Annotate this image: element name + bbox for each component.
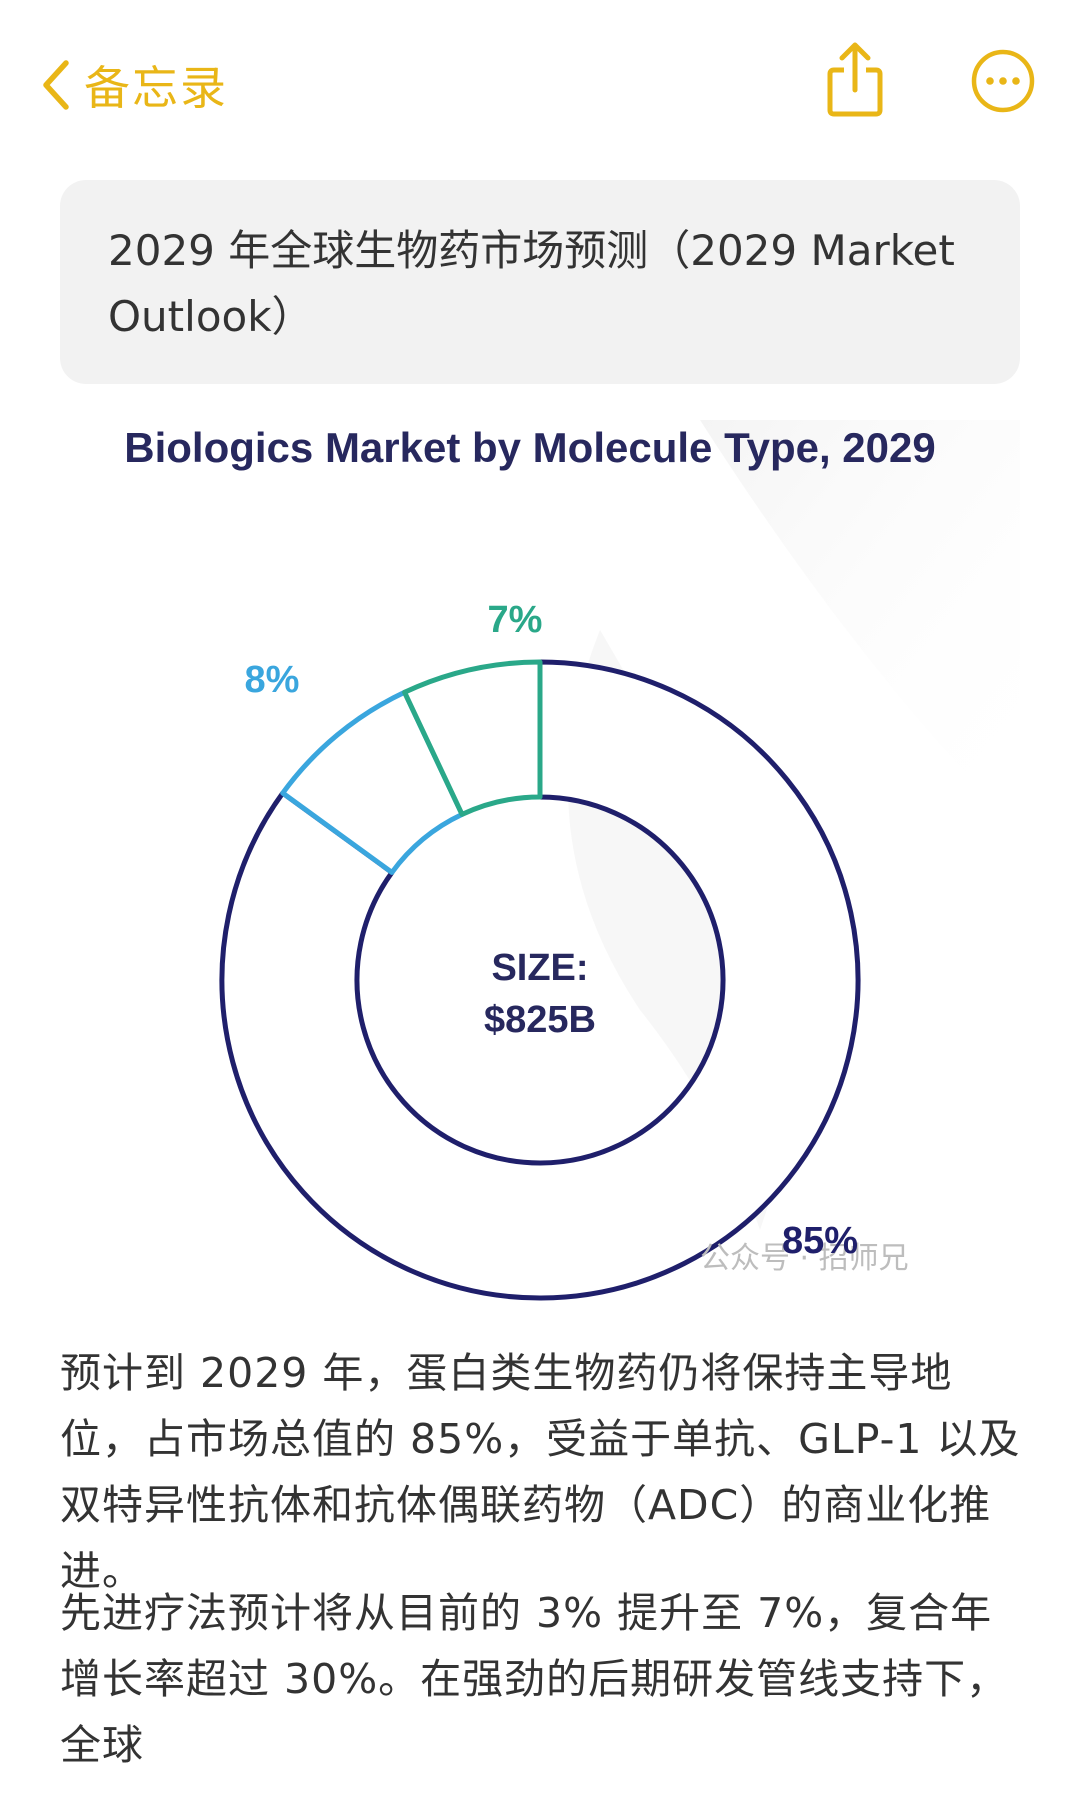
slice-label-8: 8% [245, 659, 300, 701]
chart-figure: Biologics Market by Molecule Type, 2029 … [0, 410, 1080, 1310]
paragraph-2: 先进疗法预计将从目前的 3% 提升至 7%，复合年增长率超过 30%。在强劲的后… [60, 1589, 1009, 1769]
back-button-label: 备忘录 [84, 61, 228, 115]
donut-slice-85 [219, 659, 861, 1301]
slice-label-85: 85% [782, 1220, 858, 1262]
share-icon [827, 42, 883, 117]
center-label-value: $825B [484, 999, 596, 1041]
donut-slice-7 [402, 659, 543, 817]
paragraph-1: 预计到 2029 年，蛋白类生物药仍将保持主导地位，占市场总值的 85%，受益于… [60, 1349, 1021, 1595]
chevron-left-icon [43, 60, 69, 110]
chart-title: Biologics Market by Molecule Type, 2029 [124, 424, 936, 471]
back-button[interactable]: 备忘录 [40, 50, 228, 120]
navigation-bar: 备忘录 [0, 0, 1080, 170]
more-icon [971, 49, 1035, 113]
share-button[interactable] [820, 40, 890, 120]
slice-label-7: 7% [488, 599, 543, 641]
donut-chart: Biologics Market by Molecule Type, 2029 … [124, 420, 1020, 1301]
center-label-size: SIZE: [491, 947, 588, 989]
chart-watermark: 公众号 · 招师兄 [700, 1241, 909, 1276]
note-title-card: 2029 年全球生物药市场预测（2029 Market Outlook） [60, 180, 1020, 384]
note-title: 2029 年全球生物药市场预测（2029 Market Outlook） [108, 226, 955, 341]
background-decoration [700, 420, 1020, 830]
more-options-button[interactable] [970, 48, 1036, 114]
